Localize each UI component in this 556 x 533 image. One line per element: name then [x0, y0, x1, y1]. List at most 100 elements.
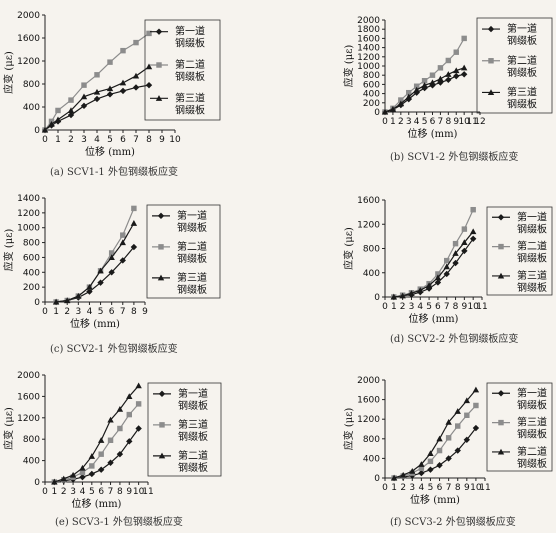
data-point: [88, 470, 96, 478]
data-point: [120, 47, 126, 54]
data-point: [98, 451, 104, 457]
series-2: [53, 205, 137, 305]
x-tick-label: 3: [409, 302, 415, 312]
legend-label: 第二道: [517, 445, 547, 458]
x-tick-label: 3: [75, 307, 81, 317]
y-tick-label: 0: [374, 108, 380, 118]
y-tick-label: 1200: [17, 57, 40, 67]
data-point: [75, 292, 82, 299]
data-point: [472, 386, 480, 393]
x-tick-label: 0: [382, 302, 388, 312]
x-tick-label: 5: [426, 302, 432, 312]
data-point: [135, 425, 142, 432]
y-tick-label: 2000: [357, 16, 380, 26]
y-tick-label: 0: [34, 126, 40, 136]
legend-box: [486, 382, 553, 472]
x-tick-label: 6: [430, 117, 436, 127]
x-axis-label: 位移 (mm): [70, 317, 120, 330]
legend-marker: [487, 89, 495, 95]
x-tick-label: 7: [446, 483, 452, 493]
chart-caption: (e) SCV3-1 外包钢缀板应变: [55, 515, 183, 528]
data-point: [146, 30, 152, 37]
data-point: [413, 86, 420, 93]
x-tick-label: 1: [390, 117, 396, 127]
legend-label: 钢缀板: [517, 281, 547, 294]
y-tick-label: 600: [363, 80, 380, 90]
data-point: [418, 469, 425, 477]
legend-label: 第三道: [517, 269, 547, 282]
data-point: [389, 106, 397, 112]
x-tick-label: 10: [169, 135, 181, 145]
data-point: [97, 437, 105, 443]
y-axis-label: 应变 (με): [342, 227, 355, 270]
x-tick-label: 1: [55, 135, 61, 145]
data-point: [108, 254, 115, 260]
data-point: [463, 397, 471, 404]
data-point: [132, 84, 140, 91]
data-point: [116, 406, 124, 412]
data-point: [418, 461, 425, 467]
legend-label: 钢缀板: [517, 252, 547, 265]
x-tick-label: 3: [406, 117, 412, 127]
data-point: [445, 71, 452, 77]
legend-label: 第二道: [517, 240, 547, 253]
legend-label: 第一道: [177, 209, 207, 222]
legend-label: 钢缀板: [517, 428, 547, 441]
data-point: [67, 107, 75, 114]
x-tick-label: 8: [455, 483, 461, 493]
legend-label: 第一道: [517, 386, 547, 399]
legend-marker: [497, 448, 505, 455]
data-point: [79, 464, 86, 471]
legend-box: [146, 204, 221, 299]
data-point: [107, 416, 114, 423]
x-tick-label: 12: [474, 117, 485, 127]
y-tick-label: 400: [363, 454, 380, 464]
data-point: [52, 298, 60, 305]
data-point: [409, 467, 416, 474]
legend-marker: [156, 62, 162, 68]
x-tick-label: 9: [464, 483, 470, 493]
data-point: [145, 63, 153, 70]
x-tick-label: 10: [133, 487, 145, 497]
x-tick-label: 1: [51, 487, 57, 497]
x-tick-label: 6: [435, 302, 441, 312]
data-point: [444, 257, 450, 264]
series-line: [393, 389, 477, 479]
y-tick-label: 1600: [357, 34, 380, 44]
series-3: [390, 386, 480, 481]
legend-marker: [155, 95, 163, 101]
data-point: [390, 293, 398, 300]
x-tick-label: 9: [159, 135, 165, 145]
y-tick-label: 800: [23, 80, 40, 90]
data-point: [413, 83, 420, 89]
data-point: [453, 67, 460, 74]
data-point: [445, 435, 452, 441]
legend-box: [144, 19, 221, 121]
data-point: [461, 239, 468, 245]
x-tick-label: 0: [382, 117, 388, 127]
y-tick-label: 1600: [17, 392, 40, 402]
data-point: [93, 88, 101, 95]
data-point: [130, 243, 138, 251]
data-point: [454, 408, 461, 414]
x-tick-label: 9: [126, 487, 132, 497]
x-tick-label: 0: [42, 487, 48, 497]
data-point: [133, 39, 139, 46]
x-tick-label: 4: [80, 487, 86, 497]
x-tick-label: 10: [467, 302, 479, 312]
data-point: [399, 292, 406, 299]
x-tick-label: 7: [444, 302, 450, 312]
y-tick-label: 0: [34, 298, 40, 308]
y-tick-label: 1600: [17, 34, 40, 44]
data-point: [443, 263, 450, 270]
y-tick-label: 2000: [17, 11, 40, 21]
series-3: [41, 63, 153, 133]
legend-label: 第一道: [178, 387, 208, 400]
legend-marker: [487, 25, 495, 33]
x-tick-label: 2: [61, 487, 67, 497]
legend-label: 钢缀板: [507, 97, 537, 110]
data-point: [434, 279, 442, 286]
y-tick-label: 1400: [357, 44, 380, 54]
